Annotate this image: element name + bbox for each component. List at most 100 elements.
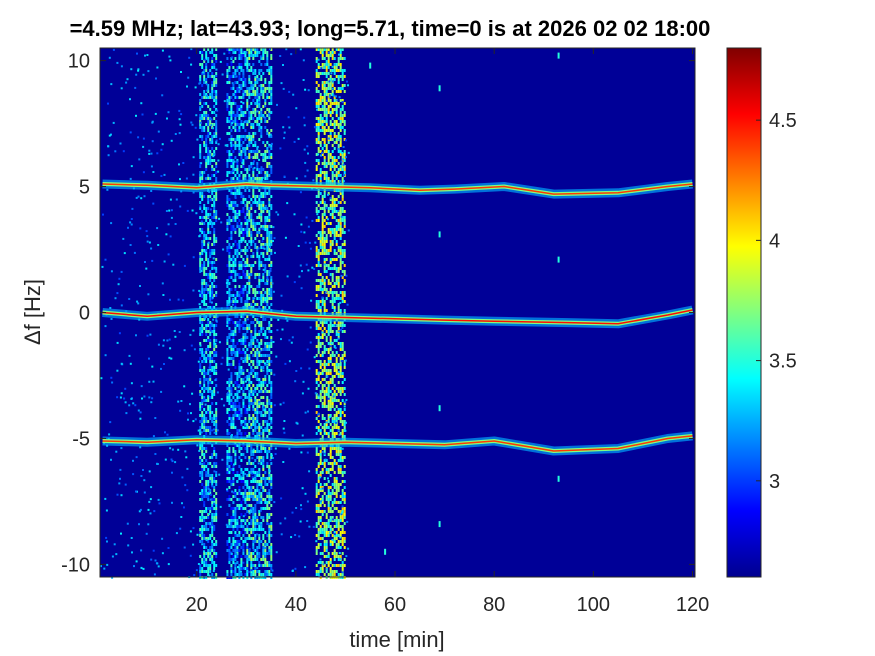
band-pixel — [238, 267, 241, 270]
band-pixel — [215, 492, 218, 495]
band-pixel — [321, 54, 324, 57]
band-pixel — [232, 60, 235, 63]
band-pixel — [331, 504, 334, 507]
band-pixel — [317, 102, 320, 105]
band-pixel — [270, 144, 273, 147]
noise-pixel — [241, 50, 244, 53]
band-pixel — [238, 504, 241, 507]
band-pixel — [329, 447, 332, 450]
band-pixel — [264, 501, 267, 504]
noise-pixel — [147, 293, 150, 296]
band-pixel — [232, 294, 235, 297]
band-pixel — [232, 528, 235, 531]
band-pixel — [201, 96, 204, 99]
band-pixel — [315, 525, 318, 528]
band-pixel — [254, 495, 257, 498]
band-pixel — [226, 315, 229, 318]
band-pixel — [248, 297, 251, 300]
band-pixel — [236, 69, 239, 72]
band-pixel — [335, 423, 338, 426]
band-pixel — [256, 354, 259, 357]
band-pixel — [207, 387, 210, 390]
band-pixel — [215, 102, 218, 105]
band-pixel — [242, 519, 245, 522]
band-pixel — [252, 393, 255, 396]
band-pixel — [270, 147, 273, 150]
band-pixel — [232, 408, 235, 411]
band-pixel — [266, 210, 269, 213]
band-pixel — [317, 105, 320, 108]
band-pixel — [325, 144, 328, 147]
band-pixel — [211, 147, 214, 150]
band-pixel — [240, 159, 243, 162]
band-pixel — [199, 171, 202, 174]
band-pixel — [232, 477, 235, 480]
band-pixel — [343, 111, 346, 114]
band-pixel — [209, 306, 212, 309]
band-pixel — [242, 381, 245, 384]
band-pixel — [246, 69, 249, 72]
band-pixel — [205, 57, 208, 60]
band-pixel — [262, 552, 265, 555]
band-pixel — [258, 561, 261, 564]
band-pixel — [260, 261, 263, 264]
band-pixel — [199, 333, 202, 336]
band-pixel — [323, 138, 326, 141]
band-pixel — [270, 480, 273, 483]
band-pixel — [341, 480, 344, 483]
band-pixel — [331, 402, 334, 405]
band-pixel — [329, 75, 332, 78]
band-pixel — [250, 213, 253, 216]
band-pixel — [250, 537, 253, 540]
band-pixel — [232, 540, 235, 543]
band-pixel — [232, 480, 235, 483]
band-pixel — [339, 366, 342, 369]
band-pixel — [264, 573, 267, 576]
band-pixel — [244, 345, 247, 348]
band-pixel — [258, 123, 261, 126]
band-pixel — [264, 330, 267, 333]
band-pixel — [205, 465, 208, 468]
noise-pixel — [239, 318, 242, 321]
band-pixel — [203, 354, 206, 357]
band-pixel — [205, 525, 208, 528]
band-pixel — [199, 258, 202, 261]
noise-pixel — [238, 371, 241, 374]
band-pixel — [238, 330, 241, 333]
band-pixel — [211, 525, 214, 528]
band-pixel — [201, 423, 204, 426]
band-pixel — [205, 459, 208, 462]
band-pixel — [215, 384, 218, 387]
noise-pixel — [232, 491, 235, 494]
band-pixel — [238, 291, 241, 294]
band-pixel — [205, 249, 208, 252]
band-pixel — [325, 102, 328, 105]
band-pixel — [321, 342, 324, 345]
noise-pixel — [258, 84, 261, 87]
band-pixel — [262, 306, 265, 309]
band-pixel — [234, 201, 237, 204]
band-pixel — [213, 96, 216, 99]
band-pixel — [256, 519, 259, 522]
band-pixel — [207, 516, 210, 519]
band-pixel — [234, 462, 237, 465]
band-pixel — [256, 414, 259, 417]
noise-pixel — [208, 190, 211, 193]
band-pixel — [252, 414, 255, 417]
band-pixel — [325, 216, 328, 219]
band-pixel — [215, 372, 218, 375]
band-pixel — [199, 534, 202, 537]
band-pixel — [226, 96, 229, 99]
band-pixel — [244, 339, 247, 342]
band-pixel — [343, 222, 346, 225]
band-pixel — [319, 306, 322, 309]
band-pixel — [339, 525, 342, 528]
band-pixel — [248, 210, 251, 213]
band-pixel — [209, 474, 212, 477]
band-pixel — [337, 399, 340, 402]
band-pixel — [236, 48, 239, 51]
band-pixel — [213, 252, 216, 255]
band-pixel — [205, 552, 208, 555]
noise-pixel — [328, 95, 331, 98]
band-pixel — [339, 153, 342, 156]
